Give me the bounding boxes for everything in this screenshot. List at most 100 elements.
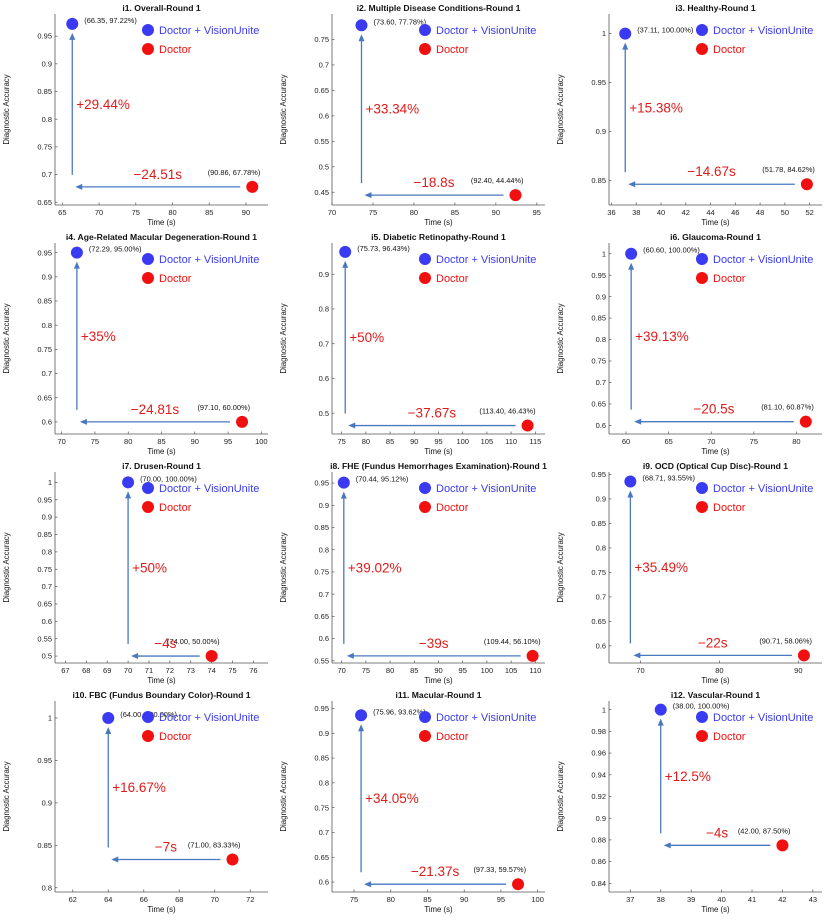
x-tick-label: 80 bbox=[410, 208, 418, 217]
legend-combined-marker bbox=[142, 482, 154, 494]
accuracy-gain-label: +39.13% bbox=[635, 329, 689, 344]
doctor-point bbox=[521, 419, 534, 432]
y-tick-label: 0.95 bbox=[37, 495, 52, 504]
y-tick-label: 0.65 bbox=[314, 853, 329, 862]
y-tick-label: 0.7 bbox=[42, 369, 52, 378]
x-tick-label: 90 bbox=[794, 666, 802, 675]
y-tick-label: 0.75 bbox=[314, 35, 329, 44]
time-change-label: −39s bbox=[419, 636, 449, 651]
doctor-point-label: (113.40, 46.43%) bbox=[479, 407, 535, 416]
y-tick-label: 0.95 bbox=[314, 704, 329, 713]
accuracy-gain-label: +50% bbox=[349, 330, 384, 345]
y-tick-label: 0.75 bbox=[37, 345, 52, 354]
x-tick-label: 75 bbox=[91, 437, 99, 446]
y-axis-label: Diagnostic Accuracy bbox=[279, 761, 288, 831]
y-tick-label: 0.45 bbox=[314, 188, 329, 197]
y-tick-label: 0.95 bbox=[591, 78, 606, 87]
combined-point-label: (38.00, 100.00%) bbox=[673, 702, 730, 711]
y-tick-label: 1 bbox=[602, 29, 606, 38]
x-tick-label: 100 bbox=[531, 895, 544, 904]
x-axis-label: Time (s) bbox=[147, 447, 176, 456]
time-arrow-head bbox=[111, 856, 119, 863]
y-tick-label: 0.9 bbox=[42, 272, 52, 281]
x-axis-label: Time (s) bbox=[701, 447, 730, 456]
doctor-point-label: (92.40, 44.44%) bbox=[471, 176, 524, 185]
legend-combined-marker bbox=[419, 482, 431, 494]
y-tick-label: 0.9 bbox=[596, 292, 606, 301]
time-change-label: −37.67s bbox=[408, 406, 457, 421]
chart-panel: i6. Glaucoma-Round 1 60 65 70 75 80 0.6 0.65 0.7… bbox=[554, 229, 830, 458]
legend-doctor-marker bbox=[419, 730, 431, 742]
y-tick-label: 0.55 bbox=[37, 634, 52, 643]
y-tick-label: 0.7 bbox=[42, 170, 52, 179]
chart-panel: i7. Drusen-Round 1 67 68 69 70 71 72 73 74 75 76 0.… bbox=[0, 458, 276, 687]
doctor-point bbox=[526, 649, 539, 662]
x-tick-label: 75 bbox=[132, 208, 140, 217]
legend-combined-marker bbox=[696, 253, 708, 265]
y-tick-label: 0.9 bbox=[319, 270, 329, 279]
x-tick-label: 70 bbox=[124, 666, 132, 675]
x-tick-label: 40 bbox=[657, 208, 665, 217]
x-tick-label: 70 bbox=[95, 208, 103, 217]
x-axis-label: Time (s) bbox=[147, 905, 176, 914]
x-tick-label: 66 bbox=[140, 895, 148, 904]
x-tick-label: 85 bbox=[451, 208, 459, 217]
doctor-point bbox=[236, 415, 249, 428]
time-change-label: −4s bbox=[706, 825, 728, 840]
y-tick-label: 0.85 bbox=[314, 754, 329, 763]
legend-combined-label: Doctor + VisionUnite bbox=[713, 254, 813, 266]
x-tick-label: 76 bbox=[249, 666, 257, 675]
legend-combined-label: Doctor + VisionUnite bbox=[713, 25, 813, 37]
doctor-point bbox=[509, 189, 522, 202]
accuracy-gain-label: +50% bbox=[132, 561, 167, 576]
y-tick-label: 0.6 bbox=[319, 374, 329, 383]
x-tick-label: 46 bbox=[731, 208, 739, 217]
y-tick-label: 0.95 bbox=[37, 32, 52, 41]
accuracy-arrow-head bbox=[340, 491, 347, 499]
chart-title: i3. Healthy-Round 1 bbox=[675, 3, 755, 13]
x-tick-label: 48 bbox=[756, 208, 764, 217]
chart-panel: i3. Healthy-Round 1 36 38 40 42 44 46 48 50 52 0.8… bbox=[554, 0, 830, 229]
chart-panel: i12. Vascular-Round 1 37 38 39 40 41 42 43 0.84 0… bbox=[554, 687, 830, 916]
doctor-point-label: (109.44, 56.10%) bbox=[484, 637, 541, 646]
legend-combined-marker bbox=[696, 711, 708, 723]
x-tick-label: 72 bbox=[166, 666, 174, 675]
y-tick-label: 0.95 bbox=[591, 470, 606, 479]
y-tick-label: 0.7 bbox=[42, 582, 52, 591]
y-tick-label: 0.6 bbox=[596, 641, 606, 650]
accuracy-gain-label: +34.05% bbox=[365, 791, 419, 806]
x-tick-label: 70 bbox=[338, 666, 346, 675]
combined-point bbox=[122, 476, 135, 489]
y-axis-label: Diagnostic Accuracy bbox=[2, 761, 11, 831]
y-tick-label: 0.84 bbox=[591, 879, 606, 888]
time-change-label: −24.51s bbox=[134, 167, 183, 182]
combined-point-label: (66.35, 97.22%) bbox=[84, 16, 137, 25]
y-tick-label: 0.65 bbox=[37, 393, 52, 402]
chart-panel: i1. Overall-Round 1 65 70 75 80 85 90 0.65 0.7 0.… bbox=[0, 0, 276, 229]
time-change-label: −21.37s bbox=[411, 864, 460, 879]
x-tick-label: 100 bbox=[456, 437, 469, 446]
x-tick-label: 37 bbox=[626, 895, 634, 904]
y-tick-label: 0.6 bbox=[319, 111, 329, 120]
chart-title: i2. Multiple Disease Conditions-Round 1 bbox=[357, 3, 521, 13]
chart-svg: i5. Diabetic Retinopathy-Round 1 75 80 85 90… bbox=[279, 232, 545, 456]
y-tick-label: 0.8 bbox=[596, 544, 606, 553]
y-tick-label: 0.8 bbox=[319, 305, 329, 314]
legend-combined-label: Doctor + VisionUnite bbox=[159, 712, 259, 724]
x-tick-label: 90 bbox=[191, 437, 199, 446]
x-tick-label: 95 bbox=[224, 437, 232, 446]
legend-doctor-marker bbox=[142, 43, 154, 55]
x-axis-label: Time (s) bbox=[147, 676, 176, 685]
time-change-label: −20.5s bbox=[694, 402, 735, 417]
x-tick-label: 43 bbox=[809, 895, 817, 904]
legend-doctor-label: Doctor bbox=[436, 731, 469, 743]
y-axis-label: Diagnostic Accuracy bbox=[2, 532, 11, 602]
accuracy-arrow-head bbox=[627, 490, 634, 498]
time-arrow-head bbox=[634, 418, 642, 425]
x-axis-label: Time (s) bbox=[424, 218, 453, 227]
legend-doctor-marker bbox=[419, 272, 431, 284]
time-change-label: −24.81s bbox=[131, 402, 180, 417]
accuracy-arrow-head bbox=[73, 261, 80, 269]
chart-svg: i12. Vascular-Round 1 37 38 39 40 41 42 43 0.84 0… bbox=[556, 690, 822, 914]
time-arrow-head bbox=[628, 181, 636, 188]
